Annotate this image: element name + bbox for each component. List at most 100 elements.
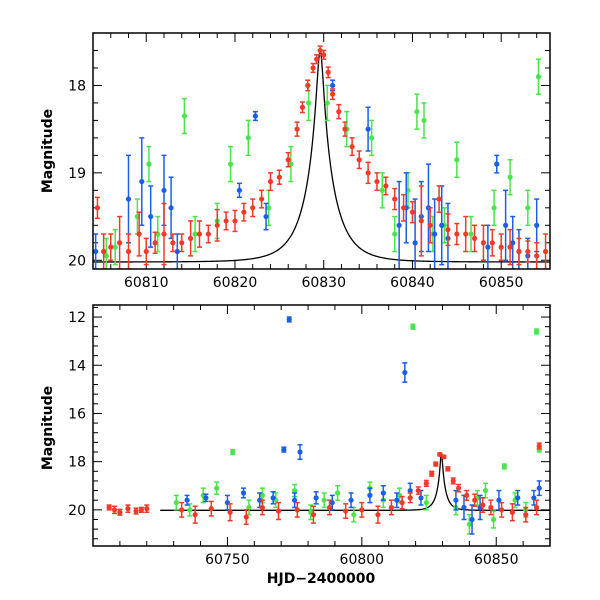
red-data-point xyxy=(125,248,132,255)
model-curve-line xyxy=(93,50,550,263)
bottom-tick-labels: 60750 60800 60850 12 14 16 18 20 xyxy=(68,310,518,568)
red-data-point xyxy=(285,157,291,163)
blue-data-point xyxy=(531,495,537,501)
blue-data-point xyxy=(270,495,276,501)
red-data-point xyxy=(359,507,365,513)
red-data-point xyxy=(418,218,424,224)
red-data-point xyxy=(342,126,348,132)
red-data-point xyxy=(407,495,413,501)
green-data-point xyxy=(454,157,460,163)
red-data-point xyxy=(523,512,529,518)
top-data-points xyxy=(93,45,549,269)
green-data-point xyxy=(482,487,489,494)
green-data-point xyxy=(259,492,265,498)
x-tick-label: 60800 xyxy=(340,552,385,568)
red-data-point xyxy=(152,240,158,246)
blue-data-point xyxy=(494,161,500,167)
green-data-point xyxy=(214,485,220,491)
blue-data-point xyxy=(203,495,209,501)
x-axis-title: HJD−2400000 xyxy=(267,571,376,587)
red-data-point xyxy=(433,461,439,467)
red-data-point xyxy=(498,244,504,250)
red-data-point xyxy=(310,512,317,518)
green-data-point xyxy=(245,135,251,141)
red-data-point xyxy=(321,52,327,58)
red-data-point xyxy=(179,507,185,513)
red-data-point xyxy=(325,69,331,75)
red-data-point xyxy=(117,240,123,246)
red-data-point xyxy=(259,504,265,511)
red-data-point xyxy=(472,497,478,503)
red-data-point xyxy=(314,56,320,62)
red-data-point xyxy=(392,196,398,202)
red-data-point xyxy=(196,231,203,237)
red-data-point xyxy=(259,196,265,202)
blue-data-point xyxy=(510,240,516,246)
red-data-point xyxy=(161,231,167,237)
green-data-point xyxy=(351,512,357,518)
top-model-curve xyxy=(93,50,550,263)
green-data-point xyxy=(321,497,327,503)
red-data-point xyxy=(349,144,355,150)
blue-data-point xyxy=(329,82,336,89)
top-light-curve-panel: 60810 60820 60830 60840 60850 18 19 20 Magnitud… xyxy=(40,32,551,291)
blue-data-point xyxy=(329,500,335,506)
blue-data-point xyxy=(139,178,145,185)
red-data-point xyxy=(454,231,460,237)
red-data-point xyxy=(294,507,300,513)
green-data-point xyxy=(379,187,385,193)
red-data-point xyxy=(542,248,549,255)
red-data-point xyxy=(101,248,107,255)
red-data-point xyxy=(125,506,131,512)
blue-data-point xyxy=(313,495,319,501)
blue-data-point xyxy=(536,485,542,491)
red-data-point xyxy=(144,506,150,512)
blue-data-point xyxy=(469,516,475,523)
red-data-point xyxy=(464,492,470,498)
red-data-point xyxy=(365,170,371,176)
red-data-point xyxy=(415,487,421,494)
y-tick-label: 18 xyxy=(68,78,86,94)
red-data-point xyxy=(138,507,144,513)
blue-data-point xyxy=(402,369,408,376)
red-data-point xyxy=(326,504,333,511)
green-data-point xyxy=(410,324,416,330)
green-data-point xyxy=(466,521,472,527)
red-data-point xyxy=(489,240,495,246)
red-data-point xyxy=(427,222,433,228)
blue-data-point xyxy=(396,222,402,228)
red-data-point xyxy=(499,507,505,513)
blue-data-point xyxy=(439,222,445,228)
red-data-point xyxy=(294,126,300,132)
blue-data-point xyxy=(534,222,540,228)
red-data-point xyxy=(450,478,456,484)
y-tick-label: 14 xyxy=(68,358,86,374)
red-data-point xyxy=(388,504,394,511)
blue-data-point xyxy=(407,487,413,494)
red-data-point xyxy=(227,509,233,515)
green-data-point xyxy=(246,504,252,511)
green-data-point xyxy=(525,205,531,211)
blue-data-point xyxy=(348,497,354,503)
red-data-point xyxy=(232,218,238,224)
green-data-point xyxy=(292,487,298,494)
blue-data-point xyxy=(148,213,154,220)
blue-data-point xyxy=(461,504,467,511)
red-data-point xyxy=(375,512,381,518)
green-data-point xyxy=(533,328,540,335)
blue-data-point xyxy=(418,495,424,501)
y-tick-label: 20 xyxy=(68,503,86,519)
red-data-point xyxy=(188,235,194,242)
red-data-point xyxy=(267,178,274,185)
green-data-point xyxy=(288,161,294,167)
red-data-point xyxy=(445,466,451,472)
y-tick-label: 20 xyxy=(68,253,86,269)
red-data-point xyxy=(179,240,185,246)
green-data-point xyxy=(423,500,429,506)
red-data-point xyxy=(208,506,214,512)
green-data-point xyxy=(324,100,330,106)
green-data-point xyxy=(181,113,187,119)
green-data-point xyxy=(266,205,272,211)
blue-data-point xyxy=(125,196,132,202)
red-data-point xyxy=(488,504,494,511)
